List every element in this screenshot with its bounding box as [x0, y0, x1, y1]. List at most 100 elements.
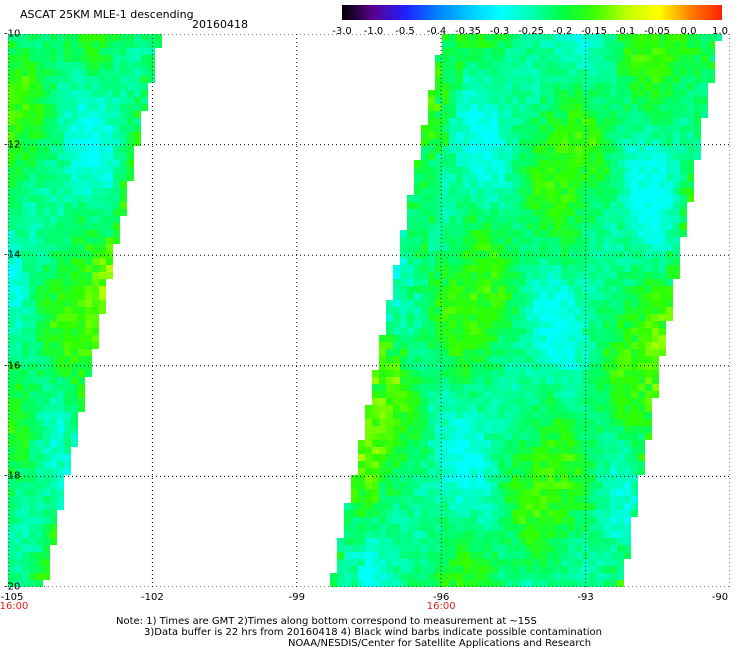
- swath-cell: [407, 195, 414, 202]
- swath-cell: [519, 398, 526, 405]
- swath-cell: [71, 363, 78, 370]
- swath-cell: [414, 265, 421, 272]
- swath-cell: [582, 573, 589, 580]
- swath-cell: [407, 307, 414, 314]
- swath-cell: [526, 475, 533, 482]
- swath-cell: [470, 461, 477, 468]
- swath-cell: [456, 377, 463, 384]
- swath-cell: [694, 83, 701, 90]
- swath-cell: [414, 335, 421, 342]
- swath-cell: [484, 76, 491, 83]
- swath-cell: [50, 468, 57, 475]
- swath-cell: [428, 496, 435, 503]
- swath-cell: [393, 370, 400, 377]
- swath-cell: [582, 566, 589, 573]
- swath-cell: [463, 251, 470, 258]
- swath-cell: [505, 258, 512, 265]
- swath-cell: [589, 454, 596, 461]
- swath-cell: [596, 384, 603, 391]
- swath-cell: [372, 489, 379, 496]
- swath-cell: [470, 83, 477, 90]
- swath-cell: [106, 111, 113, 118]
- swath-cell: [610, 531, 617, 538]
- swath-cell: [8, 321, 15, 328]
- swath-cell: [113, 223, 120, 230]
- swath-cell: [470, 314, 477, 321]
- swath-cell: [400, 251, 407, 258]
- swath-cell: [505, 321, 512, 328]
- swath-cell: [589, 223, 596, 230]
- swath-cell: [624, 244, 631, 251]
- swath-cell: [421, 510, 428, 517]
- swath-cell: [78, 62, 85, 69]
- swath-cell: [547, 552, 554, 559]
- swath-cell: [589, 524, 596, 531]
- swath-cell: [92, 97, 99, 104]
- swath-cell: [8, 412, 15, 419]
- swath-cell: [57, 265, 64, 272]
- swath-cell: [554, 363, 561, 370]
- swath-cell: [379, 524, 386, 531]
- swath-cell: [624, 314, 631, 321]
- swath-cell: [400, 279, 407, 286]
- swath-cell: [43, 216, 50, 223]
- swath-cell: [57, 300, 64, 307]
- swath-cell: [64, 356, 71, 363]
- swath-cell: [652, 41, 659, 48]
- swath-cell: [561, 202, 568, 209]
- swath-cell: [43, 90, 50, 97]
- swath-cell: [533, 251, 540, 258]
- swath-cell: [505, 48, 512, 55]
- swath-cell: [120, 41, 127, 48]
- swath-cell: [491, 454, 498, 461]
- swath-cell: [617, 174, 624, 181]
- swath-cell: [36, 405, 43, 412]
- swath-cell: [470, 202, 477, 209]
- swath-cell: [337, 559, 344, 566]
- swath-cell: [414, 531, 421, 538]
- swath-cell: [456, 195, 463, 202]
- swath-cell: [449, 384, 456, 391]
- swath-cell: [421, 132, 428, 139]
- swath-cell: [29, 230, 36, 237]
- swath-cell: [491, 510, 498, 517]
- swath-cell: [29, 559, 36, 566]
- swath-cell: [463, 545, 470, 552]
- swath-cell: [64, 34, 71, 41]
- swath-cell: [673, 181, 680, 188]
- swath-cell: [386, 461, 393, 468]
- swath-cell: [414, 216, 421, 223]
- swath-cell: [22, 104, 29, 111]
- longitude-tick-label: -102: [141, 592, 164, 603]
- swath-cell: [477, 118, 484, 125]
- swath-cell: [589, 160, 596, 167]
- swath-cell: [50, 139, 57, 146]
- swath-cell: [505, 349, 512, 356]
- swath-cell: [470, 62, 477, 69]
- swath-cell: [43, 433, 50, 440]
- swath-cell: [568, 349, 575, 356]
- swath-cell: [372, 440, 379, 447]
- swath-cell: [442, 517, 449, 524]
- swath-cell: [491, 559, 498, 566]
- swath-cell: [498, 426, 505, 433]
- swath-cell: [400, 517, 407, 524]
- swath-cell: [22, 377, 29, 384]
- swath-cell: [442, 419, 449, 426]
- swath-cell: [680, 230, 687, 237]
- swath-cell: [393, 265, 400, 272]
- swath-cell: [575, 216, 582, 223]
- swath-cell: [631, 209, 638, 216]
- swath-cell: [533, 62, 540, 69]
- swath-cell: [421, 167, 428, 174]
- swath-cell: [617, 181, 624, 188]
- swath-cell: [435, 482, 442, 489]
- swath-cell: [617, 69, 624, 76]
- swath-cell: [414, 244, 421, 251]
- swath-cell: [407, 391, 414, 398]
- swath-cell: [491, 335, 498, 342]
- swath-cell: [57, 153, 64, 160]
- swath-cell: [29, 237, 36, 244]
- swath-cell: [624, 552, 631, 559]
- swath-cell: [43, 167, 50, 174]
